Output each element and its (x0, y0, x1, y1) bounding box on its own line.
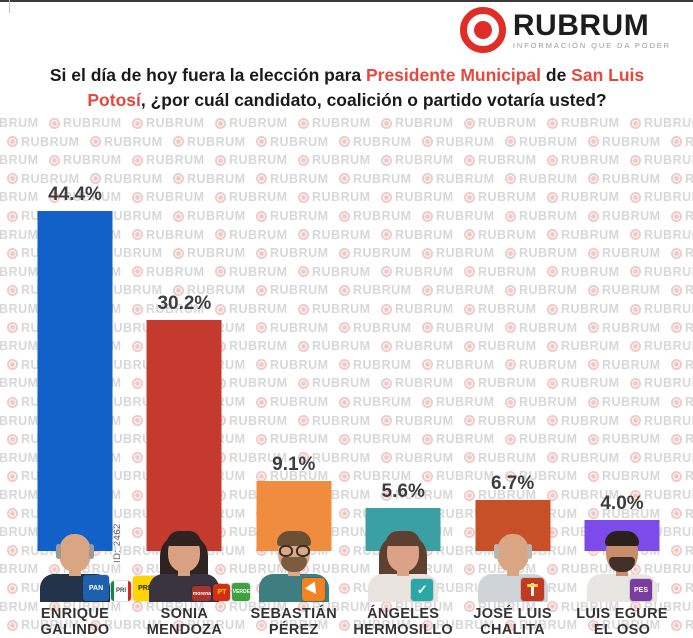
candidate-name-line1: ENRIQUE (40, 606, 110, 622)
candidate-name-line2: EL OSO (593, 621, 651, 638)
rubrum-watermark-icon (7, 322, 18, 334)
watermark-text: RUBRUM (685, 581, 693, 595)
party-logo-row (520, 578, 544, 601)
brand-name: RUBRUM (512, 8, 650, 42)
party-logo-pri: PRI (111, 581, 131, 601)
candidate-name: ENRIQUE GALINDO (20, 606, 130, 638)
party-logo-mc (301, 578, 325, 601)
party-logo-conciencia-popular (520, 578, 544, 601)
question-segment-highlight: San Luis Potosí (87, 65, 645, 110)
question-segment: , ¿por cuál candidato, coalición o parti… (140, 90, 607, 110)
watermark-text: RUBRUM (685, 469, 693, 484)
rubrum-watermark-icon (7, 545, 18, 557)
bar-column-enrique-galindo: 44.4% PAN PRI PRD ENRIQUE GALINDO (20, 0, 158, 638)
bar-column-sonia-mendoza: 30.2% morena PT VERDE SONIA MENDOZA (129, 0, 251, 638)
rubrum-logo-icon (459, 7, 506, 53)
watermark-text: RUBRUM (685, 618, 693, 633)
rubrum-watermark-icon (7, 508, 18, 520)
party-logo-row: morena PT VERDE (192, 583, 251, 601)
brand-text: RUBRUM INFORMACIÓN QUE DA PODER (512, 8, 671, 50)
rubrum-watermark-icon (7, 396, 18, 408)
poll-id: ID: 2462 (112, 523, 123, 563)
party-logo-row: PES (630, 579, 652, 601)
rubrum-watermark-icon (7, 470, 18, 482)
poll-question: Si el día de hoy fuera la elección para … (27, 63, 667, 113)
rubrum-watermark-icon (7, 210, 18, 222)
candidate-name-line2: CHALITA (480, 621, 545, 638)
rubrum-watermark-icon (7, 582, 18, 594)
bar-column-angeles-hermosillo: 5.6% ✓ ÁNGELES HERMOSILLO (348, 0, 458, 638)
left-edge-tick (9, 0, 10, 13)
candidate-name: ÁNGELES HERMOSILLO (348, 606, 458, 638)
party-logo-row (301, 578, 325, 601)
bar-column-jose-luis-chalita: 6.7% JOSÉ LUIS CHALITA (458, 0, 568, 638)
watermark-text: RUBRUM (685, 246, 693, 261)
question-segment: de (541, 65, 572, 85)
watermark-text: RUBRUM (685, 134, 693, 149)
candidate-name-line1: JOSÉ LUIS (473, 606, 552, 622)
party-logo-alianza: ✓ (411, 579, 434, 601)
candidate-name-line1: SEBASTIÁN (250, 606, 338, 622)
watermark-text: RUBRUM (685, 543, 693, 558)
header-brand: RUBRUM INFORMACIÓN QUE DA PODER (459, 7, 671, 53)
percent-label: 4.0% (600, 493, 644, 514)
rubrum-watermark-icon (7, 284, 18, 296)
rubrum-watermark-icon (7, 433, 18, 445)
candidate-name: LUIS EGURE EL OSO (567, 606, 677, 638)
party-logo-row: ✓ (411, 579, 434, 601)
candidate-name-line2: PÉREZ (268, 621, 319, 638)
watermark-text: RUBRUM (685, 283, 693, 298)
question-segment-highlight: Presidente Municipal (365, 65, 542, 85)
watermark-text: RUBRUM (685, 395, 693, 409)
party-logo-verde: VERDE (232, 583, 251, 601)
rubrum-watermark-icon (7, 136, 18, 148)
candidate-name: SEBASTIÁN PÉREZ (239, 606, 349, 638)
party-logo-morena: morena (192, 586, 212, 601)
watermark-text: RUBRUM (685, 171, 693, 186)
percent-label: 30.2% (157, 293, 212, 314)
watermark-text: RUBRUM (685, 432, 693, 447)
rubrum-watermark-icon (7, 247, 18, 259)
rubrum-logo-dot (473, 21, 492, 39)
candidate-name-line2: GALINDO (40, 621, 110, 638)
watermark-text: RUBRUM (685, 357, 693, 372)
bar-column-luis-egure-el-oso: 4.0% PES LUIS EGURE EL OSO (567, 0, 677, 638)
mc-eagle-icon (305, 581, 322, 598)
candidate-name-line1: LUIS EGURE (576, 606, 668, 622)
bar (146, 320, 222, 551)
party-logo-pt: PT (213, 584, 231, 601)
watermark-text: RUBRUM (685, 209, 693, 223)
cp-emblem-icon (530, 583, 534, 596)
rubrum-watermark-icon (7, 173, 18, 185)
party-logo-pan: PAN (83, 575, 109, 601)
rubrum-watermark-icon (7, 359, 18, 371)
party-logo-pes: PES (630, 579, 652, 601)
candidate-name-line2: HERMOSILLO (353, 621, 454, 638)
bar (37, 211, 113, 551)
bar-column-sebastian-perez: 9.1% SEBASTIÁN PÉREZ (239, 0, 349, 638)
percent-label: 5.6% (381, 481, 425, 502)
percent-label: 6.7% (490, 473, 535, 494)
percent-label: 44.4% (48, 184, 102, 205)
top-border-line (0, 0, 693, 2)
candidate-name-line2: MENDOZA (146, 621, 223, 638)
question-segment: Si el día de hoy fuera la elección para (49, 65, 366, 85)
brand-tagline: INFORMACIÓN QUE DA PODER (512, 40, 671, 50)
watermark-text: RUBRUM (685, 320, 693, 335)
percent-label: 9.1% (272, 454, 316, 475)
candidate-name: SONIA MENDOZA (129, 606, 239, 638)
rubrum-watermark-icon (7, 619, 18, 631)
cp-emblem-bar (526, 584, 538, 587)
watermark-text: RUBRUM (685, 506, 693, 521)
candidate-name-line1: ÁNGELES (367, 606, 440, 622)
candidate-name: JOSÉ LUIS CHALITA (458, 606, 568, 638)
candidate-name-line1: SONIA (160, 606, 209, 622)
